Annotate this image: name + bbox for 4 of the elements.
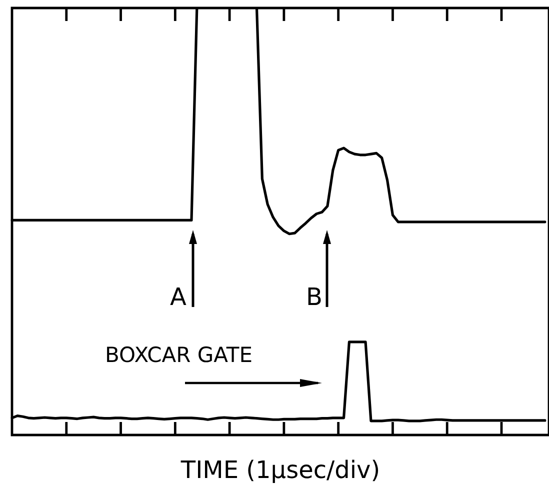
annotation: B bbox=[306, 283, 322, 311]
annotation: A bbox=[170, 283, 187, 311]
x-axis-title: TIME (1µsec/div) bbox=[180, 456, 380, 484]
annotation: BOXCAR GATE bbox=[105, 343, 252, 367]
